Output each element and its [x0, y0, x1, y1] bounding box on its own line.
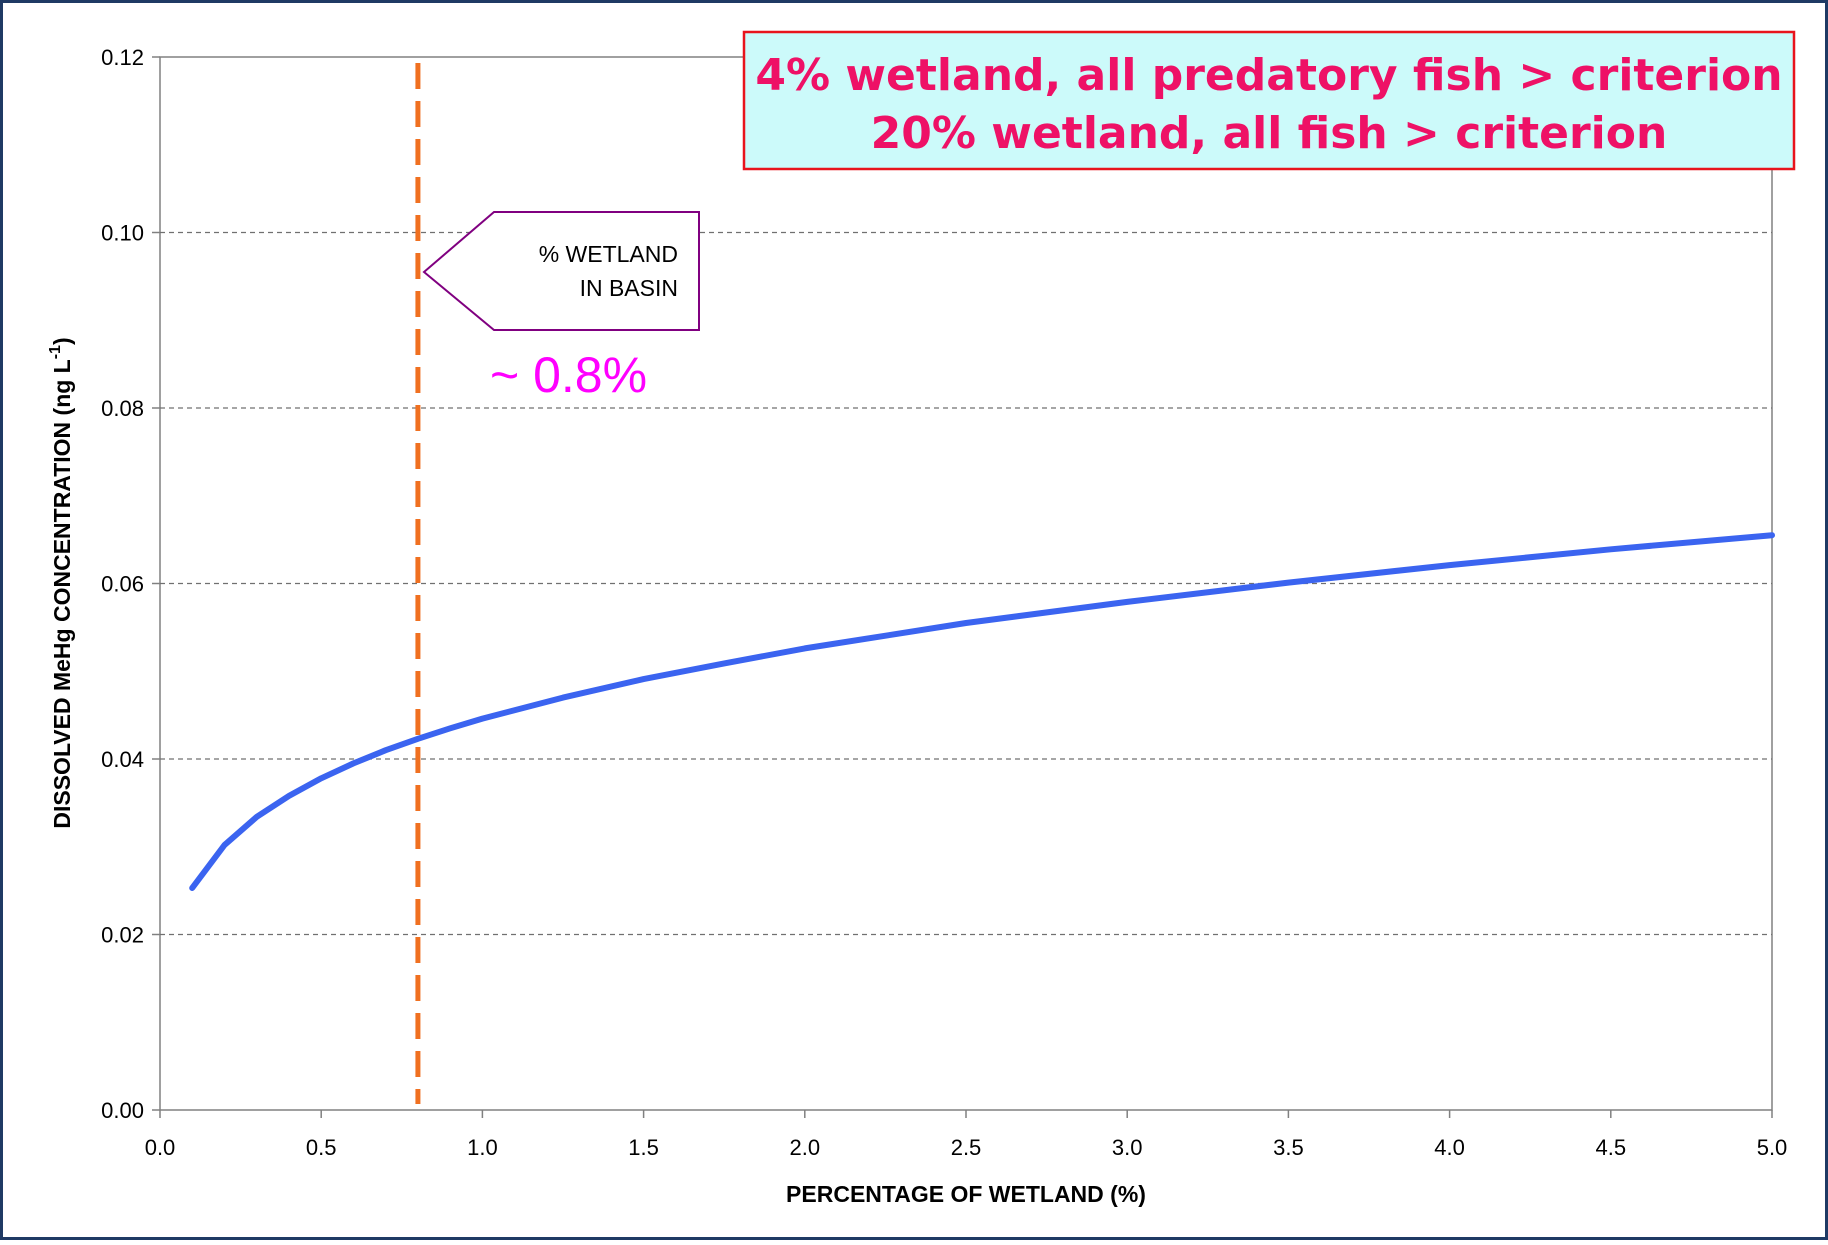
data-point [190, 886, 194, 890]
x-tick-label: 2.5 [951, 1135, 982, 1160]
x-tick-label: 3.0 [1112, 1135, 1143, 1160]
data-point [351, 761, 355, 765]
data-point [1286, 581, 1290, 585]
y-tick-label: 0.06 [101, 572, 144, 597]
data-point [964, 621, 968, 625]
x-axis-title: PERCENTAGE OF WETLAND (%) [786, 1181, 1146, 1207]
gridlines [160, 231, 1772, 936]
y-tick-label: 0.04 [101, 747, 144, 772]
x-tick-label: 0.5 [306, 1135, 337, 1160]
y-axis-title-close: ) [49, 337, 75, 345]
x-axis-ticks: 0.0 0.5 1.0 1.5 2.0 2.5 3.0 3.5 4.0 4.5 5.0 [145, 1110, 1788, 1160]
data-point [255, 815, 259, 819]
x-tick-label: 0.0 [145, 1135, 176, 1160]
series-line [189, 532, 1775, 891]
data-point [319, 776, 323, 780]
data-point [803, 646, 807, 650]
banner-line-2: 20% wetland, all fish > criterion [871, 108, 1668, 159]
data-point [561, 696, 565, 700]
data-point [1448, 563, 1452, 567]
y-tick-label: 0.02 [101, 923, 144, 948]
x-tick-label: 1.5 [628, 1135, 659, 1160]
banner-box [742, 30, 1796, 171]
data-point [1770, 533, 1774, 537]
data-point [287, 794, 291, 798]
x-tick-label: 3.5 [1273, 1135, 1304, 1160]
y-axis-ticks: 0.00 0.02 0.04 0.06 0.08 0.10 0.12 [101, 45, 160, 1123]
y-axis-title: DISSOLVED MeHg CONCENTRATION (ng L-1) [47, 337, 75, 828]
banner-line-1: 4% wetland, all predatory fish > criteri… [755, 50, 1782, 101]
y-tick-label: 0.00 [101, 1098, 144, 1123]
callout-box [422, 211, 700, 331]
approx-label: ~ 0.8% [490, 347, 647, 403]
data-point [448, 726, 452, 730]
data-point [1609, 547, 1613, 551]
data-point [480, 717, 484, 721]
data-point [384, 748, 388, 752]
x-tick-label: 4.5 [1596, 1135, 1627, 1160]
series-group [189, 532, 1775, 891]
x-tick-label: 2.0 [790, 1135, 821, 1160]
callout-line-1: % WETLAND [539, 241, 678, 267]
y-tick-label: 0.08 [101, 396, 144, 421]
data-point [1125, 600, 1129, 604]
x-tick-label: 5.0 [1757, 1135, 1788, 1160]
data-point [416, 737, 420, 741]
x-tick-label: 4.0 [1434, 1135, 1465, 1160]
data-point [642, 677, 646, 681]
callout-line-2: IN BASIN [580, 275, 678, 301]
y-axis-title-main: DISSOLVED MeHg CONCENTRATION (ng L [49, 359, 75, 828]
data-point [222, 843, 226, 847]
x-tick-label: 1.0 [467, 1135, 498, 1160]
y-axis-title-superscript: -1 [47, 345, 64, 359]
y-tick-label: 0.12 [101, 45, 144, 70]
data-point [722, 661, 726, 665]
y-tick-label: 0.10 [101, 221, 144, 246]
